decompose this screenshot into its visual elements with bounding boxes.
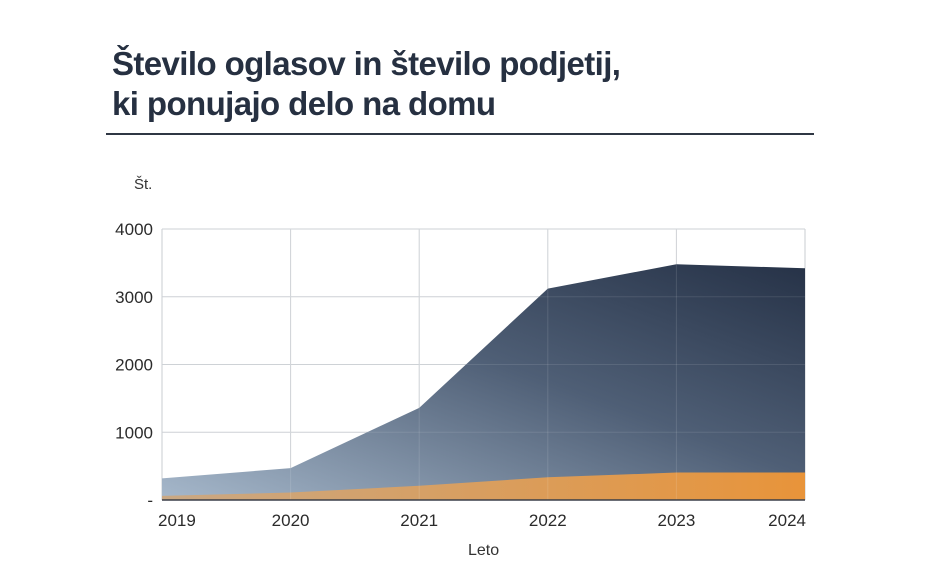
chart-title-line-2: ki ponujajo delo na domu [112,85,496,122]
y-tick-label: 3000 [115,288,153,307]
y-tick-label: - [147,491,153,510]
x-tick-label: 2019 [158,511,196,530]
y-axis-ticks: 4000 3000 2000 1000 - [115,220,153,510]
y-tick-label: 4000 [115,220,153,239]
area-series-companies [162,472,805,500]
x-tick-label: 2020 [272,511,310,530]
y-tick-label: 2000 [115,356,153,375]
chart-title: Število oglasov in število podjetij, ki … [112,44,621,124]
area-series-ads [162,264,805,500]
y-tick-label: 1000 [115,423,153,442]
x-axis-label: Leto [468,542,500,559]
x-axis-ticks: 2019 2020 2021 2022 2023 2024 [158,511,806,530]
chart-vertical-gridlines-overlay [162,228,805,500]
title-divider [106,133,814,135]
x-tick-label: 2023 [657,511,695,530]
chart-title-line-1: Število oglasov in število podjetij, [112,45,621,82]
x-tick-label: 2021 [400,511,438,530]
x-tick-label: 2022 [529,511,567,530]
y-axis-unit-label: Št. [134,176,153,193]
x-tick-label: 2024 [768,511,806,530]
